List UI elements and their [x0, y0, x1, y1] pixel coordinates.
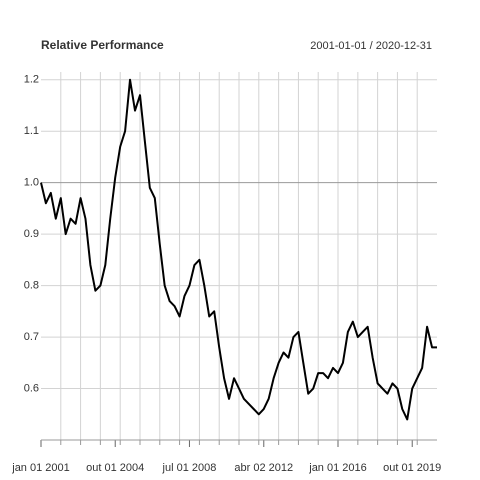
- series-line: [40, 78, 437, 421]
- chart-subtitle: 2001-01-01 / 2020-12-31: [310, 40, 432, 52]
- y-tick-label: 1.0: [24, 177, 39, 189]
- x-tick-label: abr 02 2012: [234, 462, 293, 474]
- y-tick-label: 1.2: [24, 74, 39, 86]
- y-tick-label: 1.1: [24, 125, 39, 137]
- y-tick-label: 0.9: [24, 228, 39, 240]
- x-tick-label: out 01 2019: [383, 462, 441, 474]
- x-tick-label: out 01 2004: [86, 462, 144, 474]
- y-tick-label: 0.8: [24, 280, 39, 292]
- y-tick-label: 0.7: [24, 331, 39, 343]
- chart-title: Relative Performance: [41, 38, 164, 52]
- x-tick-label: jan 01 2016: [308, 462, 367, 474]
- x-tick-label: jan 01 2001: [11, 462, 70, 474]
- x-tick-label: jul 01 2008: [162, 462, 217, 474]
- y-tick-label: 0.6: [24, 382, 39, 394]
